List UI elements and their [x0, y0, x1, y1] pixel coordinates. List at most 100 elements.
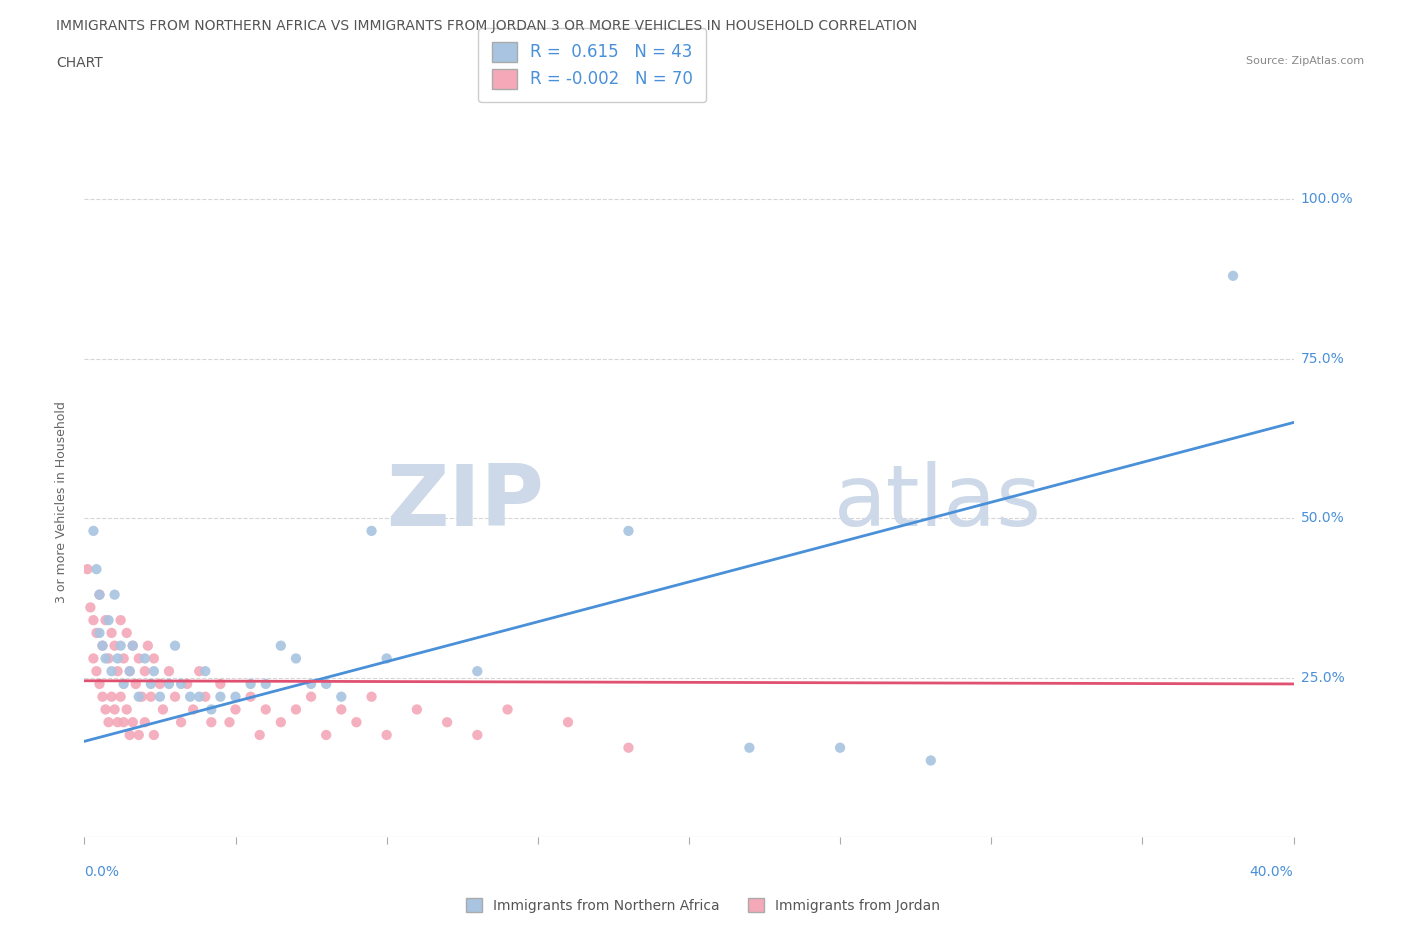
Point: [97, 715, 120, 730]
Point: [176, 676, 198, 691]
Point: [110, 689, 132, 704]
Point: [330, 702, 353, 717]
Point: [170, 715, 193, 730]
Point: [149, 676, 172, 691]
Point: [86, 664, 108, 679]
Point: [91, 638, 114, 653]
Point: [170, 676, 193, 691]
Point: [91, 638, 114, 653]
Point: [112, 715, 135, 730]
Text: 40.0%: 40.0%: [1250, 865, 1294, 879]
Point: [125, 676, 148, 691]
Point: [131, 689, 153, 704]
Text: ZIP: ZIP: [387, 460, 544, 544]
Point: [91, 689, 114, 704]
Point: [100, 664, 122, 679]
Point: [299, 689, 322, 704]
Point: [152, 702, 174, 717]
Point: [188, 689, 211, 704]
Point: [225, 689, 247, 704]
Point: [82, 651, 104, 666]
Point: [738, 740, 761, 755]
Point: [89, 626, 111, 641]
Point: [209, 689, 232, 704]
Point: [107, 664, 129, 679]
Point: [920, 753, 942, 768]
Point: [97, 613, 120, 628]
Legend: Immigrants from Northern Africa, Immigrants from Jordan: Immigrants from Northern Africa, Immigra…: [460, 893, 946, 919]
Point: [194, 689, 217, 704]
Point: [100, 626, 122, 641]
Point: [134, 715, 156, 730]
Text: 25.0%: 25.0%: [1301, 671, 1344, 684]
Point: [200, 702, 222, 717]
Point: [375, 651, 398, 666]
Point: [115, 702, 138, 717]
Point: [330, 689, 353, 704]
Point: [142, 651, 165, 666]
Point: [299, 676, 322, 691]
Point: [315, 676, 337, 691]
Point: [436, 715, 458, 730]
Point: [86, 626, 108, 641]
Point: [360, 689, 382, 704]
Point: [617, 524, 640, 538]
Point: [194, 664, 217, 679]
Point: [157, 676, 180, 691]
Point: [270, 715, 292, 730]
Legend: R =  0.615   N = 43, R = -0.002   N = 70: R = 0.615 N = 43, R = -0.002 N = 70: [478, 29, 706, 102]
Point: [200, 715, 222, 730]
Point: [100, 689, 122, 704]
Point: [82, 613, 104, 628]
Point: [128, 689, 150, 704]
Point: [121, 638, 143, 653]
Point: [118, 664, 141, 679]
Point: [89, 587, 111, 602]
Text: 50.0%: 50.0%: [1301, 512, 1344, 525]
Point: [557, 715, 579, 730]
Point: [94, 651, 117, 666]
Point: [254, 702, 277, 717]
Point: [617, 740, 640, 755]
Point: [139, 676, 162, 691]
Point: [284, 702, 308, 717]
Point: [209, 676, 232, 691]
Y-axis label: 3 or more Vehicles in Household: 3 or more Vehicles in Household: [55, 401, 69, 604]
Point: [254, 676, 277, 691]
Point: [97, 651, 120, 666]
Point: [165, 638, 187, 653]
Text: 0.0%: 0.0%: [84, 865, 120, 879]
Point: [406, 702, 429, 717]
Point: [79, 600, 101, 615]
Text: CHART: CHART: [56, 56, 103, 70]
Point: [89, 676, 111, 691]
Point: [128, 651, 150, 666]
Point: [142, 727, 165, 742]
Point: [134, 651, 156, 666]
Point: [225, 702, 247, 717]
Point: [467, 727, 489, 742]
Point: [115, 626, 138, 641]
Point: [94, 613, 117, 628]
Point: [142, 664, 165, 679]
Point: [104, 587, 127, 602]
Text: 100.0%: 100.0%: [1301, 193, 1353, 206]
Point: [107, 651, 129, 666]
Point: [346, 715, 368, 730]
Point: [110, 638, 132, 653]
Point: [270, 638, 292, 653]
Point: [112, 676, 135, 691]
Point: [118, 664, 141, 679]
Point: [188, 664, 211, 679]
Point: [239, 676, 262, 691]
Point: [284, 651, 308, 666]
Point: [149, 689, 172, 704]
Point: [467, 664, 489, 679]
Point: [121, 715, 143, 730]
Text: Source: ZipAtlas.com: Source: ZipAtlas.com: [1246, 56, 1364, 66]
Point: [239, 689, 262, 704]
Point: [110, 613, 132, 628]
Point: [218, 715, 240, 730]
Point: [86, 562, 108, 577]
Point: [315, 727, 337, 742]
